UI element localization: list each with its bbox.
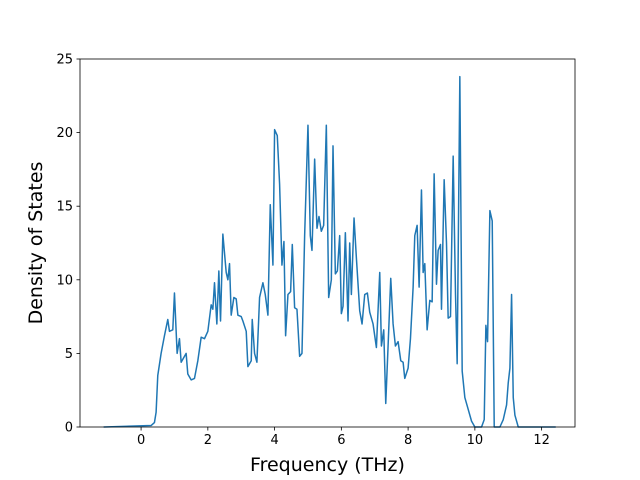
x-tick-label: 2 (204, 433, 212, 448)
y-tick-label: 5 (65, 347, 73, 362)
plot-frame (79, 58, 576, 428)
y-tick-label: 0 (65, 421, 73, 436)
y-tick-label: 10 (56, 273, 73, 288)
x-tick-label: 8 (404, 433, 412, 448)
x-tick-label: 4 (270, 433, 278, 448)
x-tick-label: 6 (337, 433, 345, 448)
x-tick-label: 10 (467, 433, 484, 448)
dos-line (103, 75, 556, 428)
x-tick-label: 0 (137, 433, 145, 448)
y-tick-label: 15 (56, 200, 73, 215)
y-tick-label: 20 (56, 126, 73, 141)
y-axis-label: Density of States (25, 162, 47, 325)
x-axis-label: Frequency (THz) (250, 454, 405, 476)
y-tick-label: 25 (56, 53, 73, 68)
x-tick-label: 12 (533, 433, 550, 448)
